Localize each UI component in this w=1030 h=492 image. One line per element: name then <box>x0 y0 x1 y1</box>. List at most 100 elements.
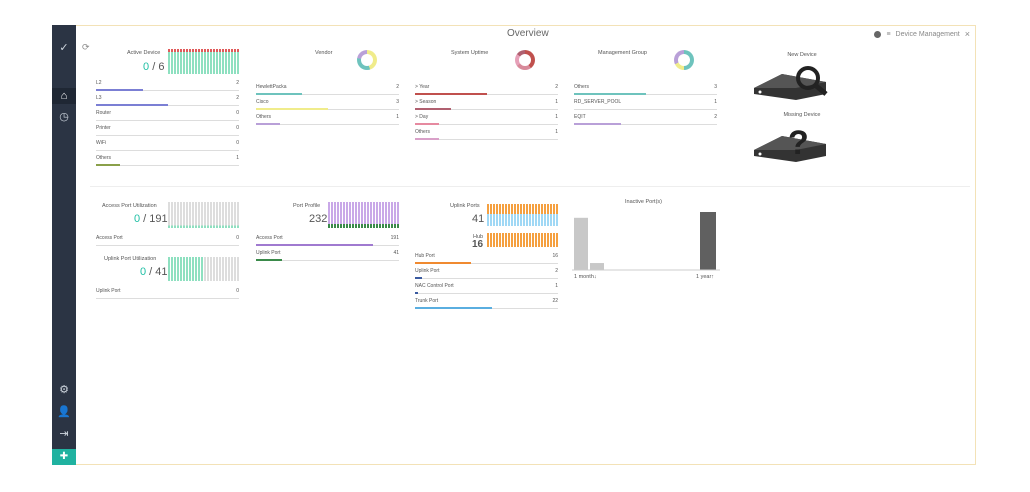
list-item-bar <box>574 93 646 95</box>
list-item[interactable]: Hub Port 16 <box>415 252 558 264</box>
new-device-search-icon <box>754 66 828 100</box>
mini-bar <box>216 49 218 74</box>
list-item-value: 3 <box>396 99 399 105</box>
missing-device-card[interactable]: Missing Device ? 1 <box>752 112 852 162</box>
mini-bar <box>541 233 543 247</box>
dashboard-icon[interactable]: ◷ <box>59 111 69 123</box>
mini-bar <box>180 202 182 228</box>
mini-bar <box>382 202 384 228</box>
list-item-value: 2 <box>236 80 239 86</box>
mini-bar <box>219 257 221 281</box>
mini-bar <box>237 49 239 74</box>
mini-bar <box>550 204 552 226</box>
mini-bar <box>228 202 230 228</box>
system-uptime-label: System Uptime <box>451 50 489 56</box>
gear-icon[interactable]: ⚙ <box>59 384 69 396</box>
list-item[interactable]: HewlettPacka 2 <box>256 83 399 95</box>
list-item-bar <box>96 89 144 91</box>
mini-bar <box>237 257 239 281</box>
mini-bar <box>192 49 194 74</box>
mini-bar <box>201 49 203 74</box>
list-item[interactable]: L3 2 <box>96 94 239 106</box>
mini-bar <box>355 202 357 228</box>
list-item-label: WiFi <box>96 140 106 146</box>
breadcrumb[interactable]: Device Management <box>895 30 960 38</box>
info-icon[interactable] <box>874 30 882 38</box>
uplink-port-row[interactable]: Uplink Port 0 <box>96 287 239 299</box>
list-item[interactable]: > Season 1 <box>415 98 558 110</box>
list-item[interactable]: Trunk Port 22 <box>415 297 558 309</box>
list-item-value: 0 <box>236 125 239 131</box>
list-item[interactable]: Access Port 191 <box>256 234 399 246</box>
list-item-value: 1 <box>714 99 717 105</box>
mini-bar <box>520 233 522 247</box>
list-item-bar <box>415 93 487 95</box>
list-item[interactable]: Printer 0 <box>96 124 239 136</box>
home-icon[interactable]: ⌂ <box>52 88 76 104</box>
list-item-value: 191 <box>390 235 399 241</box>
list-item[interactable]: Others 1 <box>96 154 239 166</box>
list-item[interactable]: > Year 2 <box>415 83 558 95</box>
inactive-bar <box>574 217 588 270</box>
mini-bar <box>514 233 516 247</box>
list-item-label: Access Port <box>256 235 283 241</box>
mini-bar <box>490 204 492 226</box>
list-item-label: Cisco <box>256 99 269 105</box>
mini-bar <box>517 204 519 226</box>
list-item[interactable]: Cisco 3 <box>256 98 399 110</box>
mini-bar <box>183 257 185 281</box>
mini-bar <box>547 204 549 226</box>
mini-bar <box>388 202 390 228</box>
mini-bar <box>397 202 399 228</box>
mini-bar <box>234 257 236 281</box>
list-item[interactable]: L2 2 <box>96 79 239 91</box>
port-profile-bars <box>328 202 399 228</box>
mini-bar <box>493 233 495 247</box>
list-item[interactable]: Others 3 <box>574 83 717 95</box>
list-item-value: 1 <box>555 99 558 105</box>
uplink-ports-bars <box>487 204 558 226</box>
mini-bar <box>496 233 498 247</box>
mini-bar <box>517 233 519 247</box>
list-item-value: 1 <box>396 114 399 120</box>
new-device-card[interactable]: New Device 4 <box>752 52 852 100</box>
list-item-bar <box>415 262 471 264</box>
inactive-ports-chart <box>572 212 720 271</box>
mini-bar <box>538 204 540 226</box>
list-item[interactable]: Router 0 <box>96 109 239 121</box>
list-item[interactable]: Uplink Port 41 <box>256 249 399 261</box>
refresh-icon[interactable]: ⟳ <box>82 42 90 52</box>
list-item-value: 1 <box>555 114 558 120</box>
uplink-ports-total: 41 <box>472 213 485 225</box>
add-icon[interactable]: ✚ <box>52 449 76 465</box>
mini-bar <box>195 49 197 74</box>
list-item[interactable]: RD_SERVER_POOL 1 <box>574 98 717 110</box>
list-item-label: Uplink Port <box>256 250 281 256</box>
mini-bar <box>198 202 200 228</box>
list-item[interactable]: EQIT 2 <box>574 113 717 125</box>
list-item[interactable]: Others 1 <box>415 128 558 140</box>
top-right-toolbar: ≡ Device Management × <box>874 29 970 39</box>
mini-bar <box>195 202 197 228</box>
mini-bar <box>529 204 531 226</box>
close-icon[interactable]: × <box>964 29 970 39</box>
inactive-bar <box>590 263 604 270</box>
list-item-label: > Year <box>415 84 430 90</box>
list-item[interactable]: Others 1 <box>256 113 399 125</box>
user-icon[interactable]: 👤 <box>57 406 71 418</box>
list-item[interactable]: Uplink Port 2 <box>415 267 558 279</box>
access-port-row[interactable]: Access Port 0 <box>96 234 239 246</box>
menu-icon[interactable]: ≡ <box>886 30 891 38</box>
mini-bar <box>225 257 227 281</box>
list-item[interactable]: WiFi 0 <box>96 139 239 151</box>
list-item-label: RD_SERVER_POOL <box>574 99 622 105</box>
list-item[interactable]: > Day 1 <box>415 113 558 125</box>
mini-bar <box>532 204 534 226</box>
mini-bar <box>334 202 336 228</box>
list-item-bar <box>415 123 440 125</box>
list-item[interactable]: NAC Control Port 1 <box>415 282 558 294</box>
logout-icon[interactable]: ⇥ <box>59 428 69 440</box>
list-item-bar <box>415 307 493 309</box>
mini-bar <box>183 49 185 74</box>
mini-bar <box>505 233 507 247</box>
